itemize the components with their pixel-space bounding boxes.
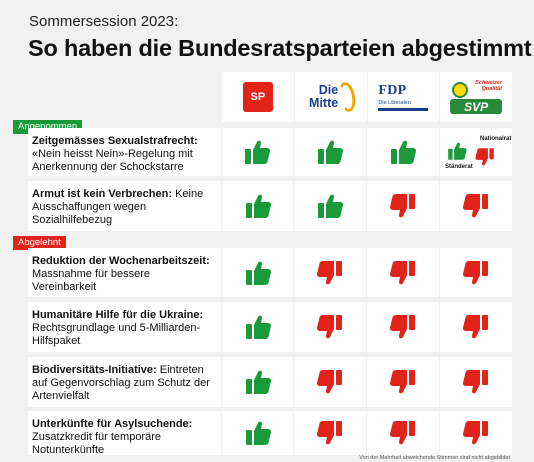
- thumbs-down-icon: [317, 421, 343, 445]
- motion-description: Rechtsgrundlage und 5-Milliarden-Hilfspa…: [32, 322, 201, 347]
- thumbs-up-icon: [245, 370, 271, 394]
- thumbs-down-icon: [317, 315, 343, 339]
- sun-icon: [452, 82, 469, 98]
- vote-cell: [294, 248, 367, 297]
- thumbs-up-icon: [245, 140, 271, 164]
- vote-cell: [440, 248, 512, 297]
- vote-cell: [440, 411, 512, 455]
- motion-title: Reduktion der Wochenarbeitszeit:: [32, 255, 210, 267]
- motion-title: Humanitäre Hilfe für die Ukraine:: [32, 309, 204, 321]
- vote-cell: [367, 181, 440, 231]
- motion-text: Reduktion der Wochenarbeitszeit: Massnah…: [28, 248, 221, 297]
- thumbs-up-icon: [245, 421, 271, 445]
- thumbs-down-icon: [475, 148, 494, 166]
- table-row: Zeitgemässes Sexualstrafrecht: «Nein hei…: [28, 128, 513, 176]
- section-label-rejected: Abgelehnt: [13, 236, 66, 250]
- table-row: Unterkünfte für Asylsuchende: Zusatzkred…: [28, 411, 512, 456]
- kicker: Sommersession 2023:: [29, 13, 179, 30]
- thumbs-down-icon: [317, 260, 343, 284]
- motion-title: Biodiversitäts-Initiative:: [32, 364, 157, 376]
- table-row: Biodiversitäts-Initiative: Eintreten auf…: [28, 357, 512, 407]
- vote-cell: [221, 128, 294, 176]
- thumbs-up-icon: [391, 140, 417, 164]
- mitte-logo: Die Mitte: [309, 83, 339, 110]
- footnote: Von der Mehrheit abweichende Stimmen sin…: [359, 455, 510, 461]
- party-logo-header: SP Die Mitte FDP Die Liberalen Schweizer…: [222, 72, 512, 122]
- motion-text: Armut ist kein Verbrechen: Keine Ausscha…: [28, 181, 221, 231]
- thumbs-up-icon: [318, 194, 344, 218]
- thumbs-down-icon: [390, 194, 416, 218]
- thumbs-up-icon: [318, 140, 344, 164]
- vote-cell: [221, 357, 294, 407]
- party-logo-svp: Schweizer Qualität SVP: [440, 72, 512, 122]
- motion-title: Unterkünfte für Asylsuchende:: [32, 418, 193, 430]
- vote-cell: [367, 128, 440, 176]
- thumbs-down-icon: [463, 315, 489, 339]
- vote-cell: [440, 357, 512, 407]
- fdp-logo: FDP Die Liberalen: [378, 83, 429, 111]
- vote-cell: Nationalrat Ständerat: [440, 128, 513, 176]
- svp-logo: Schweizer Qualität SVP: [448, 78, 504, 116]
- party-logo-sp: SP: [222, 72, 294, 122]
- staenderat-label: Ständerat: [445, 164, 473, 170]
- vote-cell: [294, 128, 367, 176]
- thumbs-down-icon: [390, 421, 416, 445]
- vote-cell: [367, 411, 440, 455]
- page-title: So haben die Bundesratsparteien abgestim…: [28, 35, 532, 61]
- vote-cell: [221, 302, 294, 352]
- vote-cell: [367, 357, 440, 407]
- party-logo-mitte: Die Mitte: [294, 72, 367, 122]
- motion-title: Armut ist kein Verbrechen:: [32, 188, 172, 200]
- thumbs-up-icon: [245, 194, 271, 218]
- party-logo-fdp: FDP Die Liberalen: [367, 72, 440, 122]
- vote-cell: [221, 248, 294, 297]
- motion-text: Unterkünfte für Asylsuchende: Zusatzkred…: [28, 411, 221, 456]
- thumbs-up-icon: [448, 142, 467, 160]
- motion-title: Zeitgemässes Sexualstrafrecht:: [32, 135, 198, 147]
- vote-cell: [294, 181, 367, 231]
- thumbs-down-icon: [390, 370, 416, 394]
- motion-description: Massnahme für bessere Vereinbarkeit: [32, 268, 150, 293]
- motion-description: Eintreten auf Gegenvorschlag zum Schutz …: [32, 364, 210, 402]
- vote-cell: [294, 357, 367, 407]
- vote-cell: [367, 302, 440, 352]
- thumbs-down-icon: [463, 260, 489, 284]
- vote-cell: [294, 302, 367, 352]
- svp-tagline: Schweizer Qualität: [475, 80, 503, 92]
- vote-cell: [221, 411, 294, 455]
- thumbs-down-icon: [463, 194, 489, 218]
- thumbs-up-icon: [245, 315, 271, 339]
- vote-cell: [440, 181, 512, 231]
- vote-cell: [221, 181, 294, 231]
- vote-cell: [367, 248, 440, 297]
- table-row: Armut ist kein Verbrechen: Keine Ausscha…: [28, 181, 512, 231]
- motion-text: Zeitgemässes Sexualstrafrecht: «Nein hei…: [28, 128, 221, 176]
- sp-logo: SP: [242, 82, 273, 112]
- motion-text: Humanitäre Hilfe für die Ukraine: Rechts…: [28, 302, 221, 352]
- vote-cell: [294, 411, 367, 455]
- thumbs-down-icon: [390, 260, 416, 284]
- motion-description: «Nein heisst Nein»-Regelung mit Anerkenn…: [32, 148, 193, 173]
- thumbs-down-icon: [317, 370, 343, 394]
- table-row: Humanitäre Hilfe für die Ukraine: Rechts…: [28, 302, 512, 352]
- nationalrat-label: Nationalrat: [480, 136, 512, 142]
- thumbs-down-icon: [463, 370, 489, 394]
- thumbs-up-icon: [245, 261, 271, 285]
- motion-description: Keine Ausschaffungen wegen Sozialhilfebe…: [32, 188, 204, 226]
- motion-text: Biodiversitäts-Initiative: Eintreten auf…: [28, 357, 221, 407]
- thumbs-down-icon: [463, 421, 489, 445]
- vote-cell: [440, 302, 512, 352]
- thumbs-down-icon: [390, 315, 416, 339]
- table-row: Reduktion der Wochenarbeitszeit: Massnah…: [28, 248, 512, 297]
- motion-description: Zusatzkredit für temporäre Notunterkünft…: [32, 431, 161, 456]
